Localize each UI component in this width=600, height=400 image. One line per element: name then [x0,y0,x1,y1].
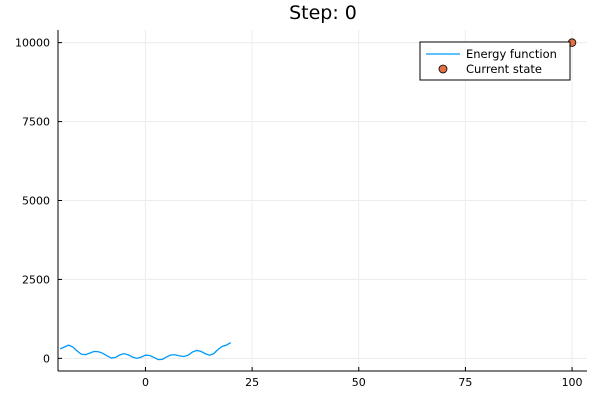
legend-label: Energy function [466,47,557,61]
x-tick-label: 0 [142,376,149,389]
chart-title: Step: 0 [289,2,357,24]
legend-label: Current state [466,62,542,76]
y-tick-label: 10000 [15,37,50,50]
energy-function-line [59,342,232,361]
y-tick-label: 2500 [22,273,50,286]
x-tick-label: 25 [245,376,259,389]
legend-point-swatch [438,64,448,74]
x-tick-label: 50 [352,376,366,389]
y-tick-label: 0 [43,352,50,365]
axes: 0 25 50 75 100 0 2500 5000 7500 10000 [15,30,587,389]
grid [58,30,587,371]
x-tick-label: 100 [562,376,583,389]
x-tick-label: 75 [458,376,472,389]
legend-box [419,41,571,81]
y-tick-label: 5000 [22,195,50,208]
series-layer [59,38,577,361]
y-tick-label: 7500 [22,116,50,129]
